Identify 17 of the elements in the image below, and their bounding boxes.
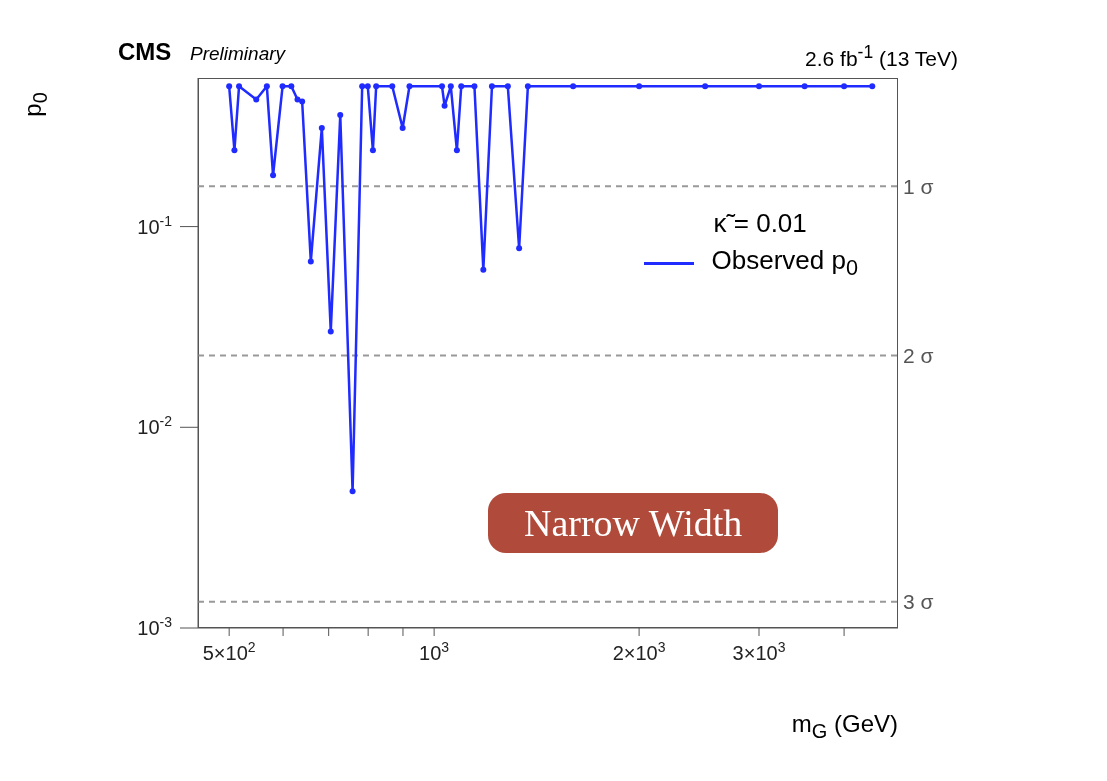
x-tick-label: 3×10$^{3}$ xyxy=(732,639,786,664)
ref-line-label: 3 σ xyxy=(903,590,934,614)
chart-subtitle: Preliminary xyxy=(190,43,286,64)
chart-title: CMS xyxy=(118,38,172,65)
annotation: Narrow Width xyxy=(488,493,779,553)
ref-line-label: 1 σ xyxy=(903,174,934,198)
y-tick-label: 10$^{-3}$ xyxy=(137,614,173,639)
x-tick-label: 5×10$^{2}$ xyxy=(202,639,256,664)
x-tick-label: 2×10$^{3}$ xyxy=(612,639,666,664)
y-tick-label: 10$^{-1}$ xyxy=(137,212,173,238)
legend-title: κ̃ = 0.01 xyxy=(713,208,808,239)
text: 2.6 fb$^{-1}$ (13 TeV) xyxy=(805,42,958,71)
legend-label: Observed p$_{0}$ xyxy=(711,245,858,282)
x-tick-label: 10$^{3}$ xyxy=(419,639,450,664)
y-tick-label: 10$^{-2}$ xyxy=(137,413,173,439)
x-axis-title: m$_{G}$ (GeV) xyxy=(791,710,898,743)
ref-line-label: 2 σ xyxy=(903,343,934,367)
